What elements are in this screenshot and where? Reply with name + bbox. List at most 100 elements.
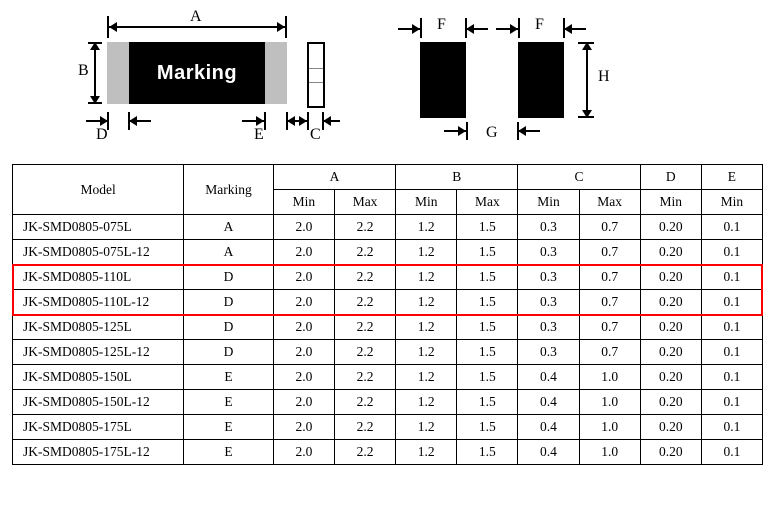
dim-label-b: B (78, 62, 89, 80)
dim-arrow-h (586, 42, 588, 118)
cell-model: JK-SMD0805-175L-12 (13, 440, 184, 465)
tick (563, 18, 565, 38)
cell-b-min: 1.2 (396, 215, 457, 240)
col-a: A (273, 165, 395, 190)
cell-model: JK-SMD0805-075L (13, 215, 184, 240)
col-marking: Marking (184, 165, 274, 215)
cell-a-max: 2.2 (335, 265, 396, 290)
cell-c-min: 0.4 (518, 390, 579, 415)
cell-b-min: 1.2 (396, 240, 457, 265)
cell-c-min: 0.3 (518, 315, 579, 340)
cell-e-min: 0.1 (701, 340, 762, 365)
col-b: B (396, 165, 518, 190)
dim-label-h: H (598, 68, 610, 86)
cell-b-max: 1.5 (457, 215, 518, 240)
cell-marking: E (184, 390, 274, 415)
dim-arrow-f (466, 28, 488, 30)
cell-c-min: 0.4 (518, 440, 579, 465)
cell-model: JK-SMD0805-125L-12 (13, 340, 184, 365)
sub-min: Min (396, 190, 457, 215)
cell-b-max: 1.5 (457, 290, 518, 315)
cell-e-min: 0.1 (701, 240, 762, 265)
tick (518, 18, 520, 38)
col-c: C (518, 165, 640, 190)
cell-marking: E (184, 415, 274, 440)
dim-arrow-b (94, 42, 96, 104)
tick (465, 18, 467, 38)
cell-model: JK-SMD0805-075L-12 (13, 240, 184, 265)
cell-c-max: 0.7 (579, 315, 640, 340)
cell-a-min: 2.0 (273, 440, 334, 465)
cell-c-min: 0.3 (518, 265, 579, 290)
cell-d-min: 0.20 (640, 365, 701, 390)
cell-d-min: 0.20 (640, 215, 701, 240)
spec-table: Model Marking A B C D E Min Max Min Max … (12, 164, 763, 465)
dim-label-g: G (486, 124, 498, 142)
tick (307, 112, 309, 130)
tick (128, 112, 130, 130)
cell-marking: A (184, 215, 274, 240)
table-row: JK-SMD0805-125L-12D2.02.21.21.50.30.70.2… (13, 340, 763, 365)
dim-arrow-f (496, 28, 518, 30)
cell-c-min: 0.3 (518, 240, 579, 265)
dim-arrow-c (290, 120, 307, 122)
cell-c-min: 0.3 (518, 215, 579, 240)
tick (517, 122, 519, 140)
cell-a-min: 2.0 (273, 265, 334, 290)
cell-a-min: 2.0 (273, 390, 334, 415)
cell-b-min: 1.2 (396, 265, 457, 290)
cell-model: JK-SMD0805-175L (13, 415, 184, 440)
cell-c-max: 1.0 (579, 415, 640, 440)
tick (264, 112, 266, 130)
table-row: JK-SMD0805-125LD2.02.21.21.50.30.70.200.… (13, 315, 763, 340)
cell-d-min: 0.20 (640, 415, 701, 440)
cell-b-min: 1.2 (396, 440, 457, 465)
sub-max: Max (579, 190, 640, 215)
diagram-area: A B Marking D E C (82, 12, 763, 142)
cell-marking: D (184, 265, 274, 290)
side-view (307, 42, 325, 108)
spec-table-wrap: Model Marking A B C D E Min Max Min Max … (12, 164, 763, 465)
cell-a-max: 2.2 (335, 215, 396, 240)
cell-c-max: 1.0 (579, 440, 640, 465)
cell-a-max: 2.2 (335, 315, 396, 340)
col-d: D (640, 165, 701, 190)
dim-arrow-d (86, 120, 108, 122)
cell-d-min: 0.20 (640, 340, 701, 365)
cell-d-min: 0.20 (640, 315, 701, 340)
cell-c-min: 0.4 (518, 415, 579, 440)
cell-d-min: 0.20 (640, 290, 701, 315)
component-body: Marking (129, 42, 265, 104)
dim-arrow-f (398, 28, 420, 30)
dim-label-e: E (254, 126, 264, 144)
cell-c-min: 0.4 (518, 365, 579, 390)
table-row: JK-SMD0805-075L-12A2.02.21.21.50.30.70.2… (13, 240, 763, 265)
cell-c-max: 0.7 (579, 265, 640, 290)
component-outline: Marking (107, 42, 287, 104)
cell-b-min: 1.2 (396, 315, 457, 340)
cell-e-min: 0.1 (701, 290, 762, 315)
cell-a-max: 2.2 (335, 340, 396, 365)
cell-model: JK-SMD0805-125L (13, 315, 184, 340)
sub-min: Min (273, 190, 334, 215)
sub-min: Min (701, 190, 762, 215)
table-row: JK-SMD0805-110LD2.02.21.21.50.30.70.200.… (13, 265, 763, 290)
cell-marking: D (184, 290, 274, 315)
dim-label-d: D (96, 126, 108, 144)
cell-e-min: 0.1 (701, 390, 762, 415)
cell-a-max: 2.2 (335, 390, 396, 415)
cell-c-max: 0.7 (579, 240, 640, 265)
dim-arrow-f (564, 28, 586, 30)
cell-c-max: 1.0 (579, 365, 640, 390)
cell-a-max: 2.2 (335, 415, 396, 440)
cell-marking: E (184, 365, 274, 390)
tick (420, 18, 422, 38)
sub-max: Max (457, 190, 518, 215)
sub-min: Min (518, 190, 579, 215)
sub-min: Min (640, 190, 701, 215)
sub-max: Max (335, 190, 396, 215)
dim-label-c: C (310, 126, 321, 144)
cell-model: JK-SMD0805-110L (13, 265, 184, 290)
cell-c-max: 0.7 (579, 290, 640, 315)
dim-arrow-e (242, 120, 264, 122)
